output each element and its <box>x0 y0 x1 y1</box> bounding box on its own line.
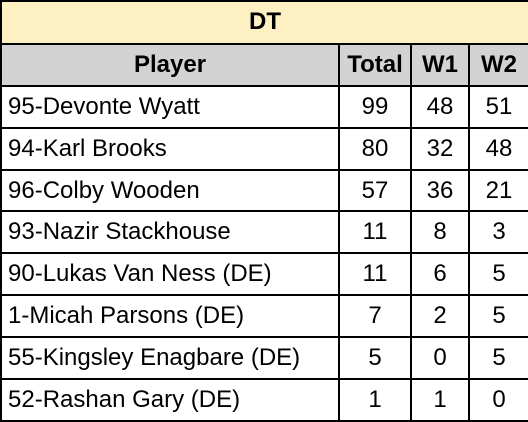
player-name: 1-Micah Parsons (DE) <box>0 294 340 339</box>
table-row: 55-Kingsley Enagbare (DE) 5 0 5 <box>0 336 528 381</box>
w1-value: 2 <box>410 294 470 339</box>
player-name: 55-Kingsley Enagbare (DE) <box>0 336 340 381</box>
table-row: 90-Lukas Van Ness (DE) 11 6 5 <box>0 252 528 297</box>
total-value: 5 <box>338 336 412 381</box>
w1-value: 0 <box>410 336 470 381</box>
w1-value: 1 <box>410 378 470 422</box>
table-title: DT <box>0 0 528 45</box>
w2-value: 5 <box>468 294 528 339</box>
header-player: Player <box>0 42 340 87</box>
w2-value: 48 <box>468 126 528 171</box>
w2-value: 3 <box>468 210 528 255</box>
table-row: 52-Rashan Gary (DE) 1 1 0 <box>0 378 528 422</box>
w1-value: 36 <box>410 168 470 213</box>
w2-value: 5 <box>468 252 528 297</box>
player-name: 96-Colby Wooden <box>0 168 340 213</box>
total-value: 7 <box>338 294 412 339</box>
player-name: 95-Devonte Wyatt <box>0 84 340 129</box>
w2-value: 51 <box>468 84 528 129</box>
w1-value: 32 <box>410 126 470 171</box>
table-row: 95-Devonte Wyatt 99 48 51 <box>0 84 528 129</box>
header-total: Total <box>338 42 412 87</box>
w1-value: 48 <box>410 84 470 129</box>
table-row: 93-Nazir Stackhouse 11 8 3 <box>0 210 528 255</box>
header-row: Player Total W1 W2 <box>0 42 528 87</box>
player-name: 93-Nazir Stackhouse <box>0 210 340 255</box>
table-row: 1-Micah Parsons (DE) 7 2 5 <box>0 294 528 339</box>
total-value: 11 <box>338 210 412 255</box>
total-value: 80 <box>338 126 412 171</box>
player-name: 52-Rashan Gary (DE) <box>0 378 340 422</box>
total-value: 11 <box>338 252 412 297</box>
w1-value: 6 <box>410 252 470 297</box>
title-row: DT <box>0 0 528 45</box>
w1-value: 8 <box>410 210 470 255</box>
total-value: 1 <box>338 378 412 422</box>
total-value: 99 <box>338 84 412 129</box>
player-name: 94-Karl Brooks <box>0 126 340 171</box>
w2-value: 5 <box>468 336 528 381</box>
header-w1: W1 <box>410 42 470 87</box>
w2-value: 21 <box>468 168 528 213</box>
player-name: 90-Lukas Van Ness (DE) <box>0 252 340 297</box>
w2-value: 0 <box>468 378 528 422</box>
total-value: 57 <box>338 168 412 213</box>
table-row: 96-Colby Wooden 57 36 21 <box>0 168 528 213</box>
header-w2: W2 <box>468 42 528 87</box>
table-row: 94-Karl Brooks 80 32 48 <box>0 126 528 171</box>
